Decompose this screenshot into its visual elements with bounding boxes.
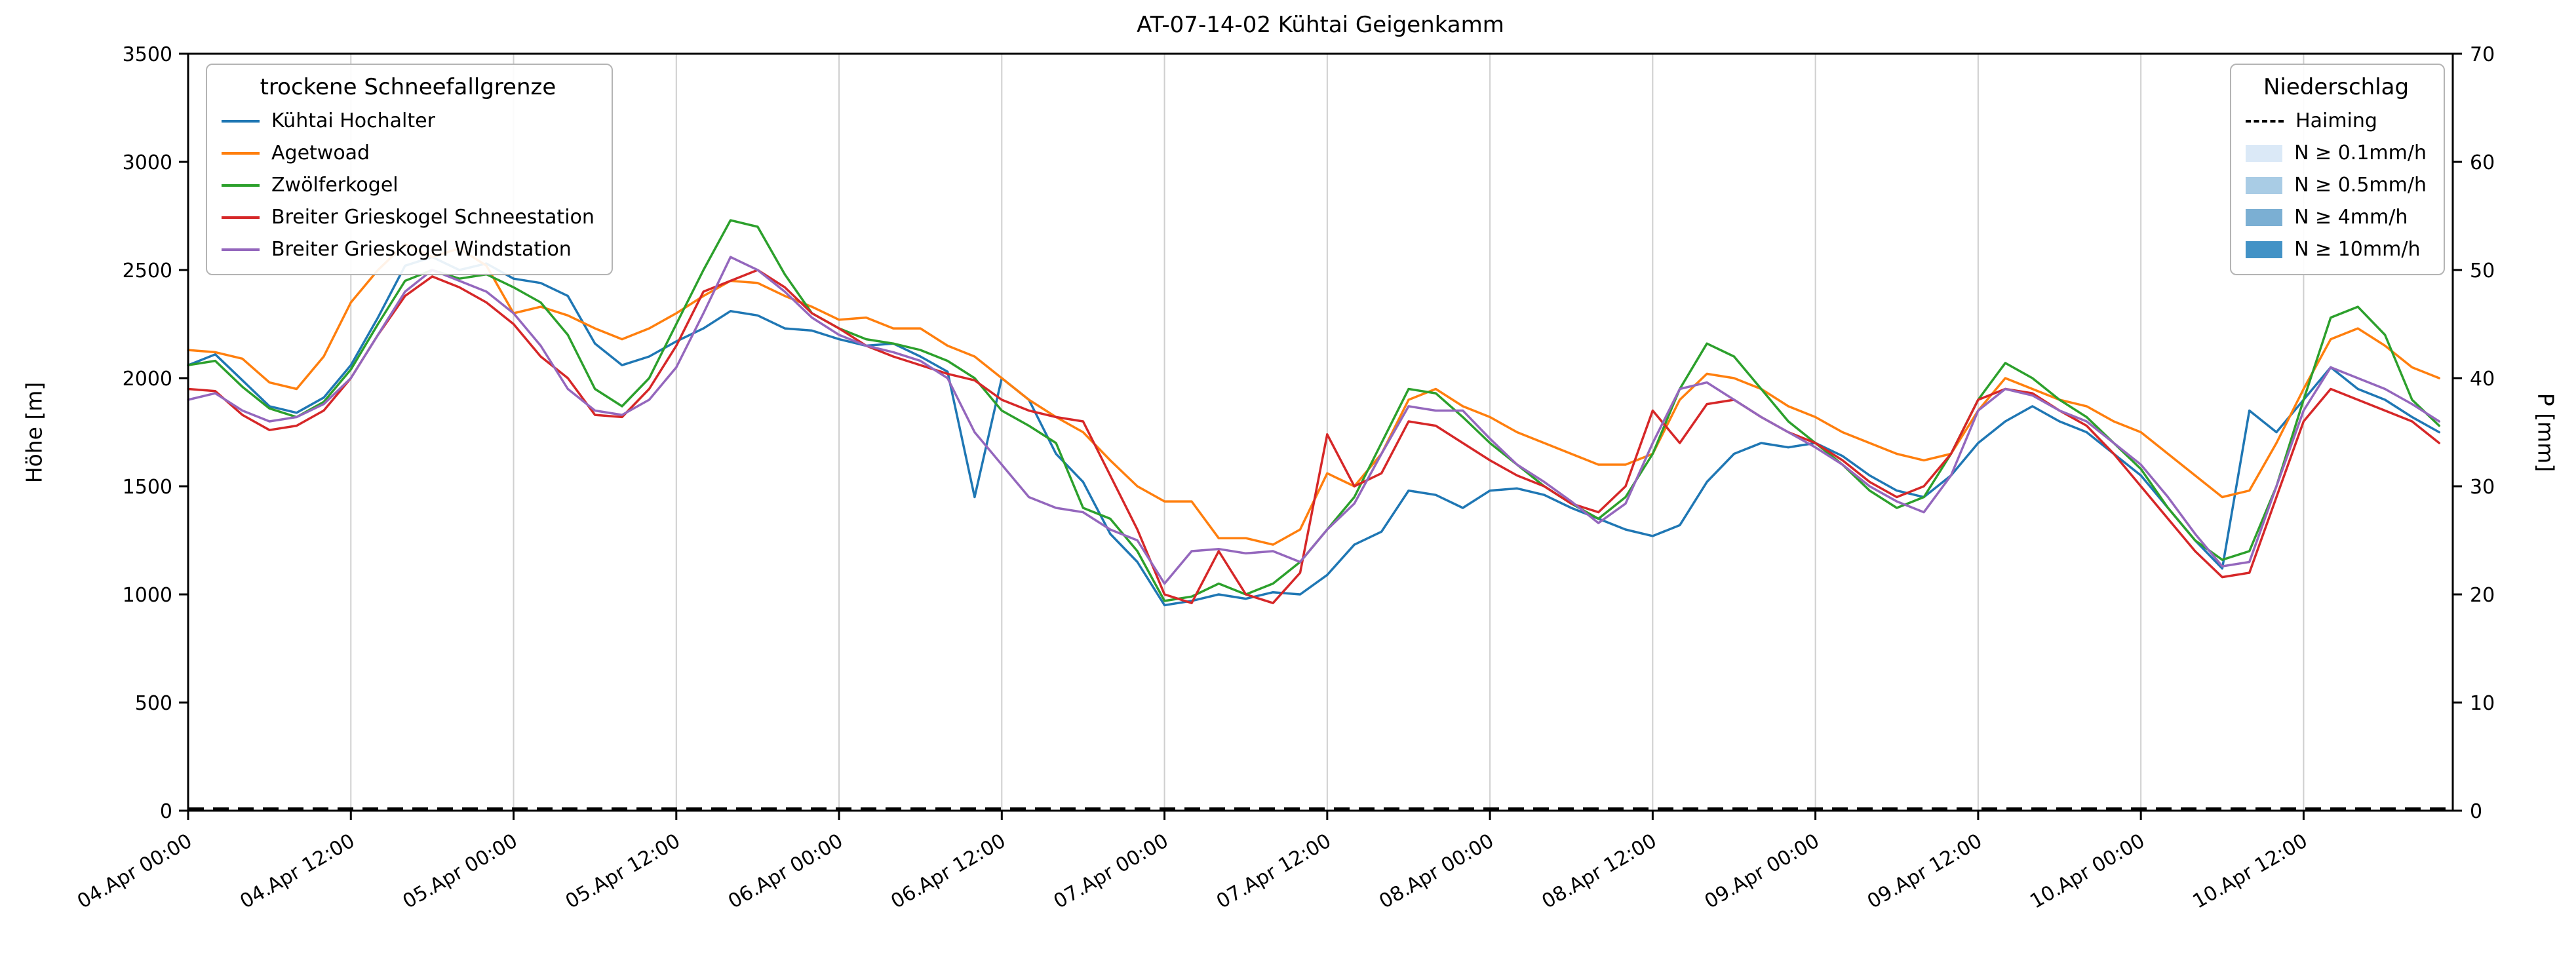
tick-label-x: 07.Apr 00:00 bbox=[1050, 830, 1173, 914]
legend-line-swatch bbox=[222, 184, 260, 187]
legend-line-swatch bbox=[222, 119, 260, 123]
tick-label-x: 09.Apr 00:00 bbox=[1701, 830, 1824, 914]
series-line-k-htai-hochalter bbox=[187, 256, 2441, 607]
tick-label-x: 09.Apr 12:00 bbox=[1864, 830, 1986, 914]
legend-entry-breiter-grieskogel-schneestation: Breiter Grieskogel Schneestation bbox=[222, 206, 595, 229]
legend-entry-label: N ≥ 4mm/h bbox=[2294, 206, 2408, 229]
legend-entry-label: Haiming bbox=[2295, 109, 2377, 132]
tick-label-y-right: 40 bbox=[2470, 368, 2495, 391]
legend-entry-breiter-grieskogel-windstation: Breiter Grieskogel Windstation bbox=[222, 238, 595, 261]
legend-entry-haiming: Haiming bbox=[2246, 109, 2427, 132]
legend-entry-label: Breiter Grieskogel Windstation bbox=[271, 238, 572, 261]
tick-label-x: 06.Apr 00:00 bbox=[724, 830, 847, 914]
legend-entry-label: N ≥ 0.5mm/h bbox=[2294, 174, 2427, 197]
tick-label-y-right: 20 bbox=[2470, 584, 2495, 607]
tick-label-x: 08.Apr 12:00 bbox=[1538, 830, 1660, 914]
legend-precip-title: Niederschlag bbox=[2263, 74, 2410, 100]
tick-label-x: 05.Apr 00:00 bbox=[399, 830, 522, 914]
legend-patch-swatch bbox=[2246, 144, 2283, 162]
series-line-breiter-grieskogel-schneestation bbox=[187, 269, 2441, 604]
tick-label-x: 04.Apr 12:00 bbox=[236, 830, 359, 914]
legend-dashed-line-swatch bbox=[2246, 119, 2284, 123]
tick-label-x: 06.Apr 12:00 bbox=[887, 830, 1009, 914]
tick-label-y-right: 70 bbox=[2470, 43, 2495, 66]
tick-label-y-right: 50 bbox=[2470, 260, 2495, 282]
tick-label-y-right: 30 bbox=[2470, 476, 2495, 499]
tick-label-y-left: 0 bbox=[160, 800, 172, 823]
legend-patch-swatch bbox=[2246, 241, 2283, 258]
tick-label-y-left: 2500 bbox=[123, 260, 172, 282]
tick-label-x: 10.Apr 12:00 bbox=[2189, 830, 2312, 914]
tick-label-y-left: 1000 bbox=[123, 584, 172, 607]
tick-label-y-left: 3500 bbox=[123, 43, 172, 66]
tick-label-x: 10.Apr 00:00 bbox=[2026, 830, 2149, 914]
tick-label-y-right: 10 bbox=[2470, 692, 2495, 715]
legend-patch-swatch bbox=[2246, 208, 2283, 226]
tick-label-x: 04.Apr 00:00 bbox=[73, 830, 196, 914]
legend-snowline: trockene Schneefallgrenze Kühtai Hochalt… bbox=[206, 64, 613, 275]
legend-snowline-entries: Kühtai Hochalter Agetwoad Zwölferkogel Brei… bbox=[222, 109, 595, 261]
legend-line-swatch bbox=[222, 248, 260, 251]
legend-entry-label: Zwölferkogel bbox=[271, 174, 399, 197]
legend-entry-k-htai-hochalter: Kühtai Hochalter bbox=[222, 109, 595, 132]
chart-title: AT-07-14-02 Kühtai Geigenkamm bbox=[1137, 12, 1504, 38]
legend-entry-n-0-5mm-h: N ≥ 0.5mm/h bbox=[2246, 174, 2427, 197]
legend-line-swatch bbox=[222, 151, 260, 155]
legend-line-swatch bbox=[222, 216, 260, 219]
tick-label-x: 08.Apr 00:00 bbox=[1375, 830, 1498, 914]
tick-label-y-left: 2000 bbox=[123, 368, 172, 391]
legend-entry-n-4mm-h: N ≥ 4mm/h bbox=[2246, 206, 2427, 229]
legend-patch-swatch bbox=[2246, 176, 2283, 194]
legend-entry-label: N ≥ 0.1mm/h bbox=[2294, 142, 2427, 164]
tick-label-x: 07.Apr 12:00 bbox=[1213, 830, 1335, 914]
tick-label-y-left: 1500 bbox=[123, 476, 172, 499]
legend-entry-label: Breiter Grieskogel Schneestation bbox=[271, 206, 595, 229]
legend-entry-label: Kühtai Hochalter bbox=[271, 109, 435, 132]
legend-entry-n-0-1mm-h: N ≥ 0.1mm/h bbox=[2246, 142, 2427, 164]
legend-snowline-title: trockene Schneefallgrenze bbox=[260, 74, 556, 100]
legend-entry-agetwoad: Agetwoad bbox=[222, 142, 595, 164]
series-line-breiter-grieskogel-windstation bbox=[187, 256, 2441, 585]
legend-entry-n-10mm-h: N ≥ 10mm/h bbox=[2246, 238, 2427, 261]
tick-label-y-left: 500 bbox=[135, 692, 172, 715]
legend-entry-label: N ≥ 10mm/h bbox=[2294, 238, 2421, 261]
plot-frame bbox=[187, 52, 2454, 812]
tick-label-y-left: 3000 bbox=[123, 151, 172, 174]
legend-entry-label: Agetwoad bbox=[271, 142, 370, 164]
tick-label-x: 05.Apr 12:00 bbox=[562, 830, 684, 914]
tick-label-y-right: 60 bbox=[2470, 151, 2495, 174]
tick-label-y-right: 0 bbox=[2470, 800, 2482, 823]
legend-entry-zw-lferkogel: Zwölferkogel bbox=[222, 174, 595, 197]
legend-precip: Niederschlag Haiming N ≥ 0.1mm/h N ≥ 0.5mm… bbox=[2230, 64, 2445, 275]
series-line-zw-lferkogel bbox=[187, 219, 2441, 602]
legend-precip-entries: Haiming N ≥ 0.1mm/h N ≥ 0.5mm/h N ≥ 4mm/h N … bbox=[2246, 109, 2427, 261]
